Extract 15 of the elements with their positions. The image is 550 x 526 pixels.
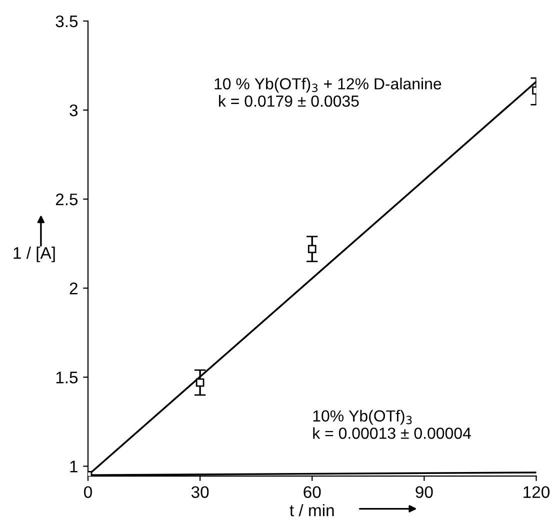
x-tick-label: 0 [84,486,92,498]
y-axis-title: 1 / [A] [14,246,55,262]
x-axis-title: t / min [290,504,334,516]
y-tick-label: 2 [70,282,78,294]
annotation: 10 % Yb(OTf)$_{3}$ + 12% D-alanine k = 0.0179 ± 0.0035 [214,78,442,107]
y-tick-label: 2.5 [56,194,78,206]
y-tick-label: 1.5 [56,372,78,384]
x-tick-label: 60 [304,486,321,498]
y-tick-label: 3 [70,104,78,116]
y-tick-label: 1 [70,460,78,472]
x-tick-label: 120 [524,486,550,498]
y-tick-label: 3.5 [56,15,78,28]
x-tick-label: 90 [416,486,433,498]
x-tick-label: 30 [191,486,209,498]
annotation: 10% Yb(OTf)$_{3}$ k = 0.00013 ± 0.00004 [313,410,471,439]
